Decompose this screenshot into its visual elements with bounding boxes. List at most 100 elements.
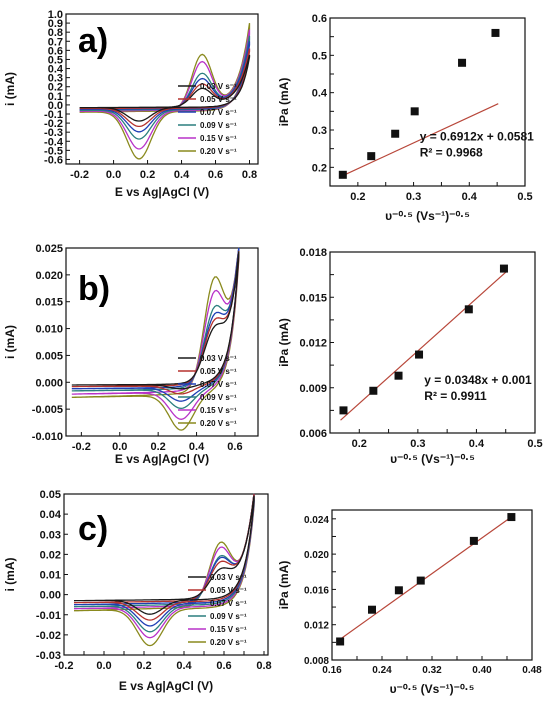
y-tick-label: 0.008 — [304, 656, 329, 667]
x-axis-label: υ⁻⁰·⁵ (Vs⁻¹)⁻⁰·⁵ — [385, 209, 470, 223]
y-tick-label: 0.006 — [299, 428, 327, 440]
y-tick-label: 0.018 — [299, 247, 327, 259]
y-tick-label: 0.5 — [48, 54, 63, 66]
y-axis-label: i (mA) — [3, 72, 17, 106]
fit-annotation: y = 0.6912x + 0.0581 — [420, 130, 534, 144]
x-tick-label: 0.6 — [227, 441, 242, 453]
data-point — [336, 637, 345, 646]
x-tick-label: 0.4 — [462, 191, 478, 203]
y-tick-label: 0.1 — [48, 91, 63, 103]
legend-label: 0.03 V s⁻¹ — [200, 82, 237, 91]
y-tick-label: 0.015 — [299, 292, 327, 304]
y-tick-label: -0.2 — [44, 118, 63, 130]
y-tick-label: 0.6 — [48, 45, 63, 57]
x-tick-label: 0.6 — [216, 660, 231, 672]
fit-annotation: y = 0.0348x + 0.001 — [424, 373, 532, 387]
legend-label: 0.03 V s⁻¹ — [210, 573, 247, 582]
data-point — [394, 371, 403, 380]
legend-label: 0.15 V s⁻¹ — [200, 134, 237, 143]
y-tick-label: 0.020 — [304, 550, 329, 561]
x-tick-label: 0.4 — [176, 660, 192, 672]
x-tick-label: 0.8 — [256, 660, 271, 672]
y-tick-label: 0.024 — [304, 515, 329, 526]
x-tick-label: -0.2 — [70, 169, 89, 181]
y-tick-label: 0.010 — [35, 324, 63, 336]
x-axis-label: υ⁻⁰·⁵ (Vs⁻¹)⁻⁰·⁵ — [390, 682, 475, 696]
data-point — [415, 350, 424, 359]
legend-label: 0.07 V s⁻¹ — [200, 108, 237, 117]
panel-label-a: a) — [78, 22, 108, 60]
data-point — [464, 305, 473, 314]
panel-b-cv-chart: -0.2 0.0 0.2 0.4 0.6 -0.010 -0.005 0.000 0.005 0.… — [3, 243, 259, 466]
y-tick-label: -0.1 — [44, 109, 63, 121]
y-tick-label: 0.012 — [299, 338, 327, 350]
y-tick-label: 0.7 — [48, 36, 63, 48]
y-tick-label: 0.9 — [48, 18, 63, 30]
y-tick-label: 0.02 — [40, 549, 61, 561]
y-tick-label: 0.01 — [40, 570, 61, 582]
x-tick-label: 0.5 — [517, 191, 532, 203]
data-point — [469, 536, 478, 545]
panel-label-c: c) — [78, 510, 108, 548]
panel-c-cv-chart: -0.2 0.0 0.2 0.4 0.6 0.8 -0.03 -0.02 -0.01 0.00 0.… — [3, 489, 272, 693]
y-tick-label: 0.3 — [48, 73, 63, 85]
plot-frame — [329, 251, 536, 434]
y-tick-label: 0.009 — [299, 383, 327, 395]
x-tick-label: 0.8 — [242, 169, 257, 181]
y-tick-label: 0.6 — [312, 13, 327, 25]
fit-line — [339, 103, 499, 178]
plot-frame — [331, 509, 533, 661]
y-tick-label: 0.2 — [312, 162, 327, 174]
legend-label: 0.09 V s⁻¹ — [200, 121, 237, 130]
legend-label: 0.05 V s⁻¹ — [200, 367, 237, 376]
y-tick-label: 0.015 — [35, 297, 63, 309]
x-tick-label: 0.48 — [522, 665, 542, 676]
y-axis-label: iPa (mA) — [277, 561, 291, 610]
legend-label: 0.09 V s⁻¹ — [210, 612, 247, 621]
x-axis-label: E vs Ag|AgCl (V) — [115, 452, 209, 466]
y-tick-label: -0.01 — [36, 610, 61, 622]
legend-label: 0.20 V s⁻¹ — [210, 638, 247, 647]
x-tick-label: 0.2 — [151, 441, 166, 453]
y-tick-label: 0.05 — [40, 489, 61, 501]
data-point — [507, 513, 516, 522]
plot-frame — [329, 17, 526, 187]
x-tick-label: 0.2 — [352, 438, 367, 450]
x-tick-label: 0.24 — [372, 665, 392, 676]
y-tick-label: 0.5 — [312, 50, 327, 62]
plot-frame — [65, 13, 259, 165]
data-point — [369, 386, 378, 395]
y-tick-label: 0.005 — [35, 350, 63, 362]
cv-series-line — [79, 23, 251, 160]
data-point — [367, 152, 376, 161]
data-point — [338, 170, 347, 179]
x-tick-label: 0.2 — [136, 660, 151, 672]
y-tick-label: -0.6 — [44, 154, 63, 166]
panel-c-linear-fit-chart: 0.16 0.24 0.32 0.40 0.48 0.008 0.012 0.016 0.020… — [277, 509, 542, 696]
y-tick-label: 0.8 — [48, 27, 63, 39]
legend-label: 0.05 V s⁻¹ — [200, 95, 237, 104]
legend-label: 0.15 V s⁻¹ — [200, 406, 237, 415]
x-tick-label: 0.40 — [472, 665, 492, 676]
x-axis-label: E vs Ag|AgCl (V) — [119, 679, 213, 693]
y-axis-label: iPa (mA) — [277, 78, 291, 127]
cv-series-line — [79, 35, 251, 140]
panel-b-linear-fit-chart: 0.2 0.3 0.4 0.5 0.006 0.009 0.012 0.015 0.018 υ⁻⁰… — [277, 247, 543, 466]
x-tick-label: 0.16 — [322, 665, 342, 676]
x-tick-label: 0.4 — [189, 441, 205, 453]
panel-label-b: b) — [78, 270, 110, 308]
legend-label: 0.05 V s⁻¹ — [210, 586, 247, 595]
fit-line — [340, 270, 508, 421]
plot-frame — [65, 247, 259, 437]
y-tick-label: 0.020 — [35, 270, 63, 282]
cv-series-line — [73, 495, 255, 615]
x-tick-label: 0.32 — [422, 665, 442, 676]
x-tick-label: 0.4 — [469, 438, 485, 450]
y-axis-label: i (mA) — [3, 325, 17, 359]
y-tick-label: 0.03 — [40, 529, 61, 541]
legend-label: 0.07 V s⁻¹ — [210, 599, 247, 608]
x-tick-label: 0.2 — [140, 169, 155, 181]
legend-label: 0.20 V s⁻¹ — [200, 147, 237, 156]
x-tick-label: 0.5 — [527, 438, 542, 450]
